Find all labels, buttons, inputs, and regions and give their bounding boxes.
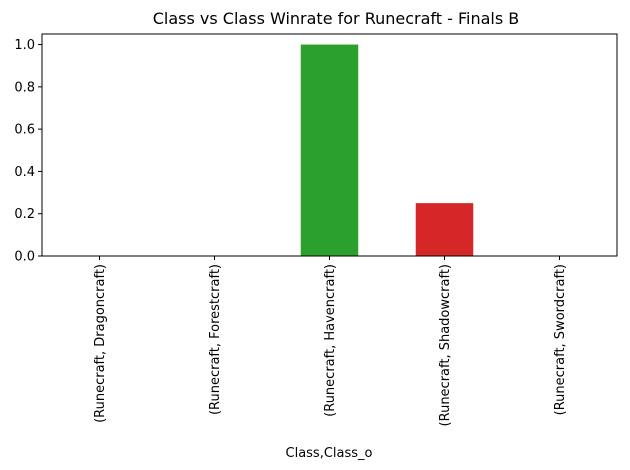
y-tick-label: 0.8 [14,80,35,95]
x-tick-label: (Runecraft, Swordcraft) [553,264,568,415]
bar-3 [300,44,359,257]
x-axis-label: Class,Class_o [286,446,373,461]
plot-area: 0.0 0.2 0.4 0.6 0.8 1.0 (Runecraft, Dragoncraf… [14,33,618,426]
x-tick-label: (Runecraft, Shadowcraft) [438,264,453,426]
y-tick-label: 1.0 [14,38,35,53]
x-tick-label: (Runecraft, Havencraft) [323,264,338,417]
bar-4 [415,203,474,256]
x-tick-label: (Runecraft, Forestcraft) [208,264,223,415]
chart-title: Class vs Class Winrate for Runecraft - F… [153,9,520,28]
y-tick-label: 0.4 [14,165,35,180]
y-tick-label: 0.0 [14,250,35,265]
y-tick-label: 0.6 [14,123,35,138]
y-tick-label: 0.2 [14,207,35,222]
x-tick-label: (Runecraft, Dragoncraft) [93,264,108,423]
